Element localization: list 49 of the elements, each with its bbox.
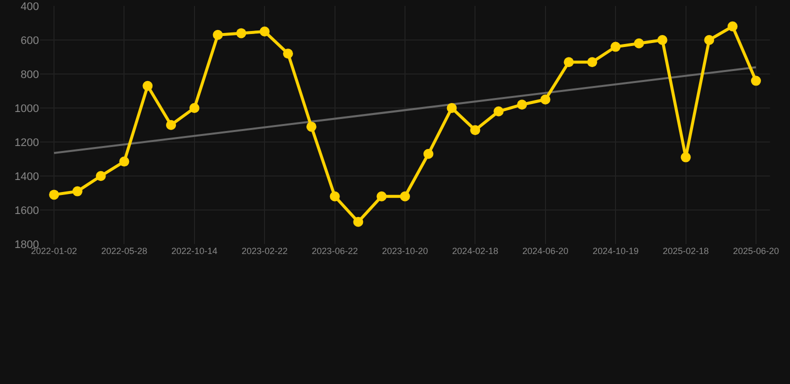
point: [72, 186, 82, 196]
x-tick-label: 2024-06-20: [522, 246, 568, 256]
x-tick-label: 2022-01-02: [31, 246, 78, 256]
point: [610, 42, 621, 52]
point: [516, 100, 527, 110]
point: [657, 35, 668, 45]
point: [423, 148, 434, 159]
point: [49, 190, 60, 200]
point: [189, 103, 200, 113]
y-tick-label: 400: [20, 0, 39, 13]
point: [119, 156, 130, 167]
point: [212, 30, 223, 40]
x-tick-label: 2022-05-28: [101, 246, 148, 256]
point: [680, 152, 691, 162]
point: [353, 216, 364, 227]
point: [306, 122, 316, 132]
point: [750, 76, 761, 86]
x-tick-label: 2024-10-19: [592, 246, 639, 256]
x-tick-label: 2024-02-18: [452, 246, 498, 256]
x-tick-label: 2023-10-20: [382, 246, 428, 256]
point: [376, 191, 387, 202]
y-tick-label: 1200: [14, 136, 39, 149]
x-tick-label: 2025-06-20: [732, 246, 779, 256]
point: [564, 57, 574, 68]
y-tick-label: 1000: [14, 102, 39, 115]
point: [330, 191, 340, 202]
y-tick-label: 1600: [14, 204, 39, 217]
point: [142, 80, 153, 91]
point: [236, 28, 246, 38]
y-tick-label: 600: [20, 34, 39, 47]
point: [400, 191, 410, 202]
point: [446, 103, 457, 113]
point: [540, 94, 550, 104]
x-tick-label: 2025-02-18: [662, 246, 709, 256]
point: [587, 57, 598, 68]
point: [704, 35, 714, 45]
y-tick-label: 1400: [14, 170, 39, 183]
point: [166, 120, 176, 130]
point: [634, 38, 644, 48]
point: [96, 171, 106, 181]
point: [260, 26, 270, 36]
x-tick-label: 2022-10-14: [171, 246, 218, 256]
x-tick-label: 2023-06-22: [312, 246, 358, 256]
point: [494, 106, 504, 116]
point: [728, 21, 738, 32]
point: [283, 48, 294, 59]
x-tick-label: 2023-02-22: [242, 246, 288, 256]
point: [470, 125, 480, 136]
y-tick-label: 800: [20, 68, 39, 81]
